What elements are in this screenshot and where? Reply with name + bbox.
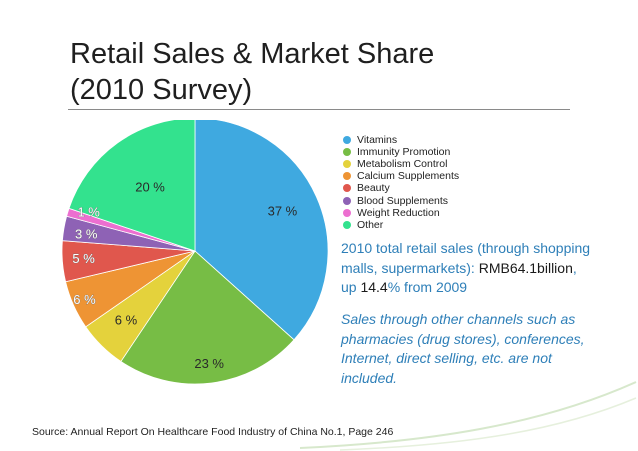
legend-item-vitamins: Vitamins <box>343 134 459 146</box>
pie-slice-other <box>68 120 196 252</box>
slice-label-calcium-supplements: 6 % <box>73 292 96 307</box>
slice-label-beauty: 5 % <box>72 251 95 266</box>
slice-label-other: 20 % <box>135 180 165 195</box>
legend-swatch <box>343 220 351 229</box>
slice-label-immunity-promotion: 23 % <box>194 356 224 371</box>
slice-label-weight-reduction: 1 % <box>77 205 100 220</box>
retail-sales-note-mid: , up <box>341 259 577 296</box>
chart-title-line-1: Retail Sales & Market Share <box>70 38 435 70</box>
legend-label: Blood Supplements <box>357 194 449 207</box>
legend-label: Beauty <box>357 182 390 195</box>
legend-swatch <box>343 148 351 157</box>
legend-label: Metabolism Control <box>357 158 448 171</box>
legend-item-calcium-supplements: Calcium Supplements <box>343 170 459 182</box>
slice-label-metabolism-control: 6 % <box>115 313 138 328</box>
source-citation: Source: Annual Report On Healthcare Food… <box>32 426 394 438</box>
legend-swatch <box>343 160 351 169</box>
legend-item-beauty: Beauty <box>343 182 459 194</box>
pie-slice-immunity-promotion <box>120 250 295 385</box>
pie-chart: 37 % 23 % 6 % 6 % 5 % 3 % 1 % 20 % <box>61 120 329 385</box>
legend-swatch <box>343 208 351 217</box>
legend-swatch <box>343 172 351 181</box>
legend-label: Calcium Supplements <box>357 170 460 183</box>
pie-slices <box>61 120 329 385</box>
slice-label-vitamins: 37 % <box>268 203 298 218</box>
legend-label: Other <box>357 218 384 231</box>
pie-slice-labels: 37 % 23 % 6 % 6 % 5 % 3 % 1 % 20 % <box>72 180 298 371</box>
slice-label-blood-supplements: 3 % <box>75 227 98 242</box>
legend-item-immunity-promotion: Immunity Promotion <box>343 146 459 158</box>
legend-label: Immunity Promotion <box>357 146 451 159</box>
legend-item-blood-supplements: Blood Supplements <box>343 194 459 207</box>
retail-sales-growth: 14.4 <box>360 279 388 295</box>
legend-item-other: Other <box>343 219 459 231</box>
legend-label: Weight Reduction <box>357 206 440 219</box>
legend-swatch <box>343 136 351 145</box>
retail-sales-amount: RMB64.1billion <box>478 259 573 276</box>
legend-label: Vitamins <box>357 134 398 147</box>
legend-swatch <box>343 196 351 205</box>
legend-swatch <box>343 184 351 193</box>
legend-item-metabolism-control: Metabolism Control <box>343 158 459 170</box>
retail-sales-note: 2010 total retail sales (through shoppin… <box>341 239 591 298</box>
retail-sales-note-suffix: % from 2009 <box>387 279 468 295</box>
chart-title-line-2: (2010 Survey) <box>70 74 253 106</box>
chart-legend: Vitamins Immunity Promotion Metabolism Con… <box>343 134 459 231</box>
legend-item-weight-reduction: Weight Reduction <box>343 207 459 219</box>
title-divider <box>68 109 570 110</box>
other-channels-note: Sales through other channels such as pha… <box>341 311 585 386</box>
retail-sales-note-intro: 2010 total retail sales (through shoppin… <box>341 240 591 276</box>
pie-slice-vitamins <box>194 120 329 341</box>
chart-title: Retail Sales & Market Share (2010 Survey… <box>70 36 570 108</box>
